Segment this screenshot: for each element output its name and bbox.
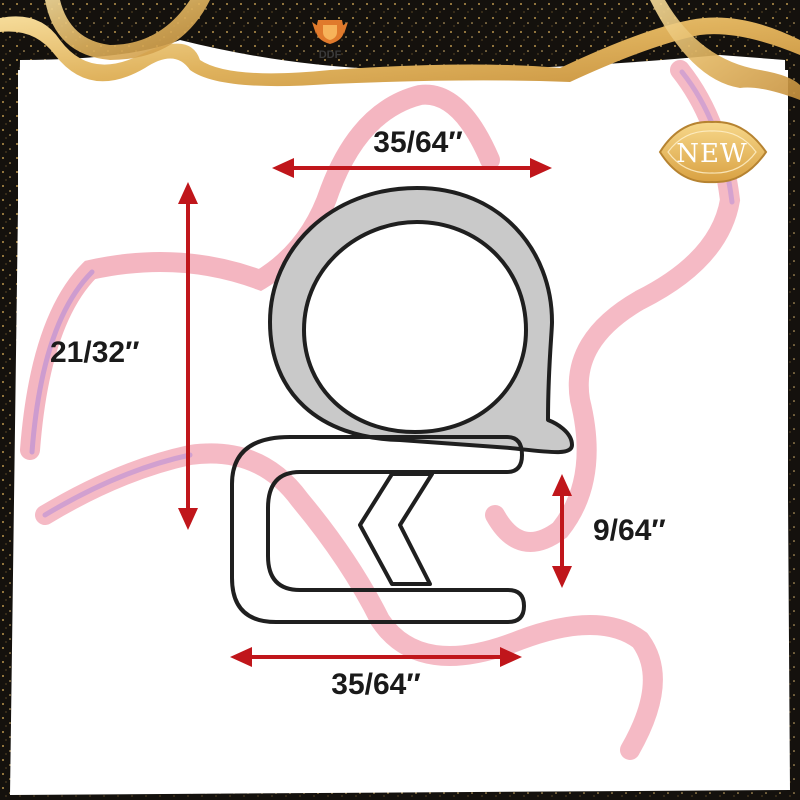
top-width-label: 35/64″ <box>373 126 462 159</box>
top-left-gold-curl <box>45 0 210 60</box>
top-width-arrow <box>272 158 552 178</box>
gasket-profile <box>230 186 574 624</box>
top-gold-ribbon <box>0 16 800 87</box>
top-right-gold-curl <box>650 0 800 100</box>
bottom-width-label: 35/64″ <box>331 668 420 701</box>
gap-label: 9/64″ <box>593 514 666 547</box>
height-arrow <box>178 182 198 530</box>
new-badge-text: NEW <box>676 139 747 169</box>
chevron-fin <box>358 472 434 586</box>
new-badge: NEW <box>658 120 768 184</box>
crest-icon <box>312 20 348 44</box>
gap-arrow <box>552 474 572 588</box>
logo-text: DDF <box>319 49 342 61</box>
bottom-width-arrow <box>230 647 522 667</box>
height-label: 21/32″ <box>50 336 139 369</box>
brand-logo: DDF <box>312 20 348 61</box>
bulb-seal <box>268 186 574 455</box>
clip-channel <box>230 435 526 624</box>
dimension-arrows <box>178 158 572 667</box>
